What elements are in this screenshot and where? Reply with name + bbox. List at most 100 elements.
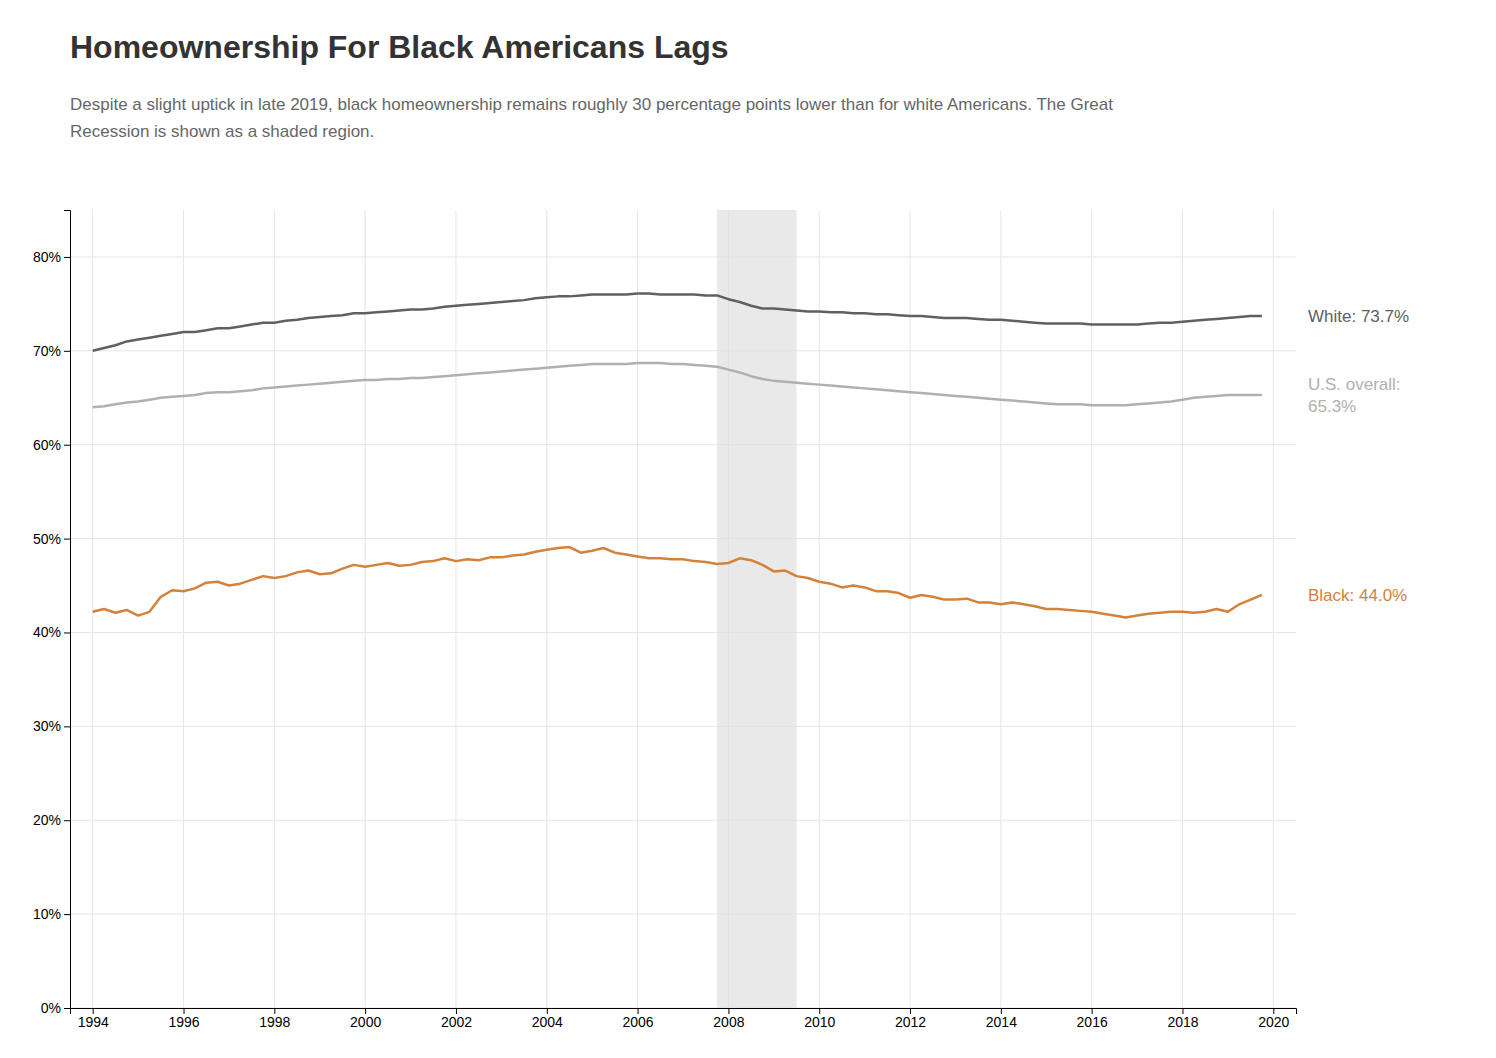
x-tick: 2006	[623, 1008, 654, 1030]
x-grid-line	[1273, 210, 1274, 1008]
x-grid-line	[1091, 210, 1092, 1008]
y-grid-line	[70, 914, 1296, 915]
chart: Homeownership For Black Americans Lags De…	[0, 0, 1496, 1058]
shaded-region	[717, 210, 796, 1008]
y-tick-mark	[64, 445, 70, 446]
y-tick: 20%	[33, 812, 70, 828]
x-tick: 2018	[1167, 1008, 1198, 1030]
y-grid-line	[70, 256, 1296, 257]
y-tick-label: 10%	[33, 906, 61, 922]
x-tick-label: 1994	[78, 1014, 109, 1030]
x-tick-label: 1996	[168, 1014, 199, 1030]
subtitle-line: Recession is shown as a shaded region.	[70, 122, 374, 141]
x-axis: 1994 1996 1998 2000 2002 2004 2006 2008 2010 2012…	[71, 1008, 1297, 1030]
y-grid-line	[70, 444, 1296, 445]
y-tick-mark	[64, 632, 70, 633]
series-label-line: White: 73.7%	[1308, 307, 1409, 326]
y-tick-mark	[64, 539, 70, 540]
x-tick: 2000	[350, 1008, 381, 1030]
x-tick-label: 2008	[713, 1014, 744, 1030]
x-tick: 1994	[78, 1008, 109, 1030]
series-label: Black: 44.0%	[1308, 586, 1407, 605]
series-label: White: 73.7%	[1308, 307, 1409, 326]
x-tick-label: 2006	[623, 1014, 654, 1030]
series-label-line: U.S. overall:	[1308, 375, 1401, 394]
series-label-line: Black: 44.0%	[1308, 586, 1407, 605]
y-tick: 70%	[33, 343, 70, 359]
subtitle: Despite a slight uptick in late 2019, bl…	[70, 95, 1113, 141]
y-tick: 50%	[33, 531, 70, 547]
y-tick-mark	[64, 257, 70, 258]
y-tick-label: 70%	[33, 343, 61, 359]
y-tick-label: 30%	[33, 718, 61, 734]
y-tick-mark	[64, 914, 70, 915]
plot: 1994 1996 1998 2000 2002 2004 2006 2008 2010 2012…	[33, 210, 1409, 1030]
y-tick-label: 50%	[33, 531, 61, 547]
grid	[70, 210, 1296, 1008]
x-tick: 2016	[1077, 1008, 1108, 1030]
y-tick-mark	[64, 351, 70, 352]
y-tick: 30%	[33, 718, 70, 734]
x-tick: 2008	[713, 1008, 744, 1030]
y-tick-label: 80%	[33, 249, 61, 265]
series-line	[93, 363, 1262, 407]
y-tick: 80%	[33, 249, 70, 265]
series-label: U.S. overall: 65.3%	[1308, 375, 1401, 415]
x-tick-label: 2014	[986, 1014, 1017, 1030]
y-tick-mark	[64, 1008, 70, 1009]
y-tick: 60%	[33, 437, 70, 453]
y-axis-line	[64, 211, 71, 1009]
x-tick-label: 2002	[441, 1014, 472, 1030]
series-label-line: 65.3%	[1308, 397, 1356, 416]
title: Homeownership For Black Americans Lags	[70, 29, 729, 65]
x-tick-label: 2000	[350, 1014, 381, 1030]
x-tick: 1998	[259, 1008, 290, 1030]
y-tick: 40%	[33, 624, 70, 640]
y-tick-mark	[64, 726, 70, 727]
x-tick-label: 2018	[1167, 1014, 1198, 1030]
x-grid-line	[637, 210, 638, 1008]
x-tick: 2012	[895, 1008, 926, 1030]
y-tick-label: 40%	[33, 624, 61, 640]
x-grid-line	[546, 210, 547, 1008]
x-grid-line	[910, 210, 911, 1008]
x-grid-line	[1000, 210, 1001, 1008]
end-labels: White: 73.7% U.S. overall: 65.3% Black: 44.…	[1308, 307, 1409, 605]
y-grid-line	[70, 538, 1296, 539]
x-grid-line	[365, 210, 366, 1008]
x-tick-label: 2012	[895, 1014, 926, 1030]
x-tick-label: 2010	[804, 1014, 835, 1030]
y-tick-mark	[64, 820, 70, 821]
x-grid-line	[274, 210, 275, 1008]
x-tick-label: 2016	[1077, 1014, 1108, 1030]
y-tick-label: 60%	[33, 437, 61, 453]
x-tick: 2010	[804, 1008, 835, 1030]
x-tick-label: 2020	[1258, 1014, 1289, 1030]
x-grid-line	[92, 210, 93, 1008]
y-axis: 0% 10% 20% 30% 40% 50% 60% 70% 80%	[33, 211, 71, 1016]
y-tick: 0%	[41, 1000, 70, 1016]
x-tick: 2014	[986, 1008, 1017, 1030]
x-axis-line	[71, 1009, 1297, 1015]
x-tick-label: 2004	[532, 1014, 563, 1030]
x-grid-line	[183, 210, 184, 1008]
x-tick: 2004	[532, 1008, 563, 1030]
x-grid-line	[1182, 210, 1183, 1008]
x-tick: 1996	[168, 1008, 199, 1030]
subtitle-line: Despite a slight uptick in late 2019, bl…	[70, 95, 1113, 114]
y-grid-line	[70, 632, 1296, 633]
x-tick: 2002	[441, 1008, 472, 1030]
x-tick: 2020	[1258, 1008, 1289, 1030]
data	[93, 210, 1262, 1008]
series-line	[93, 294, 1262, 351]
x-grid-line	[455, 210, 456, 1008]
y-tick: 10%	[33, 906, 70, 922]
y-grid-line	[70, 350, 1296, 351]
y-grid-line	[70, 820, 1296, 821]
x-grid-line	[819, 210, 820, 1008]
y-tick-label: 0%	[41, 1000, 61, 1016]
y-tick-label: 20%	[33, 812, 61, 828]
x-tick-label: 1998	[259, 1014, 290, 1030]
series-line	[93, 547, 1262, 617]
y-grid-line	[70, 726, 1296, 727]
